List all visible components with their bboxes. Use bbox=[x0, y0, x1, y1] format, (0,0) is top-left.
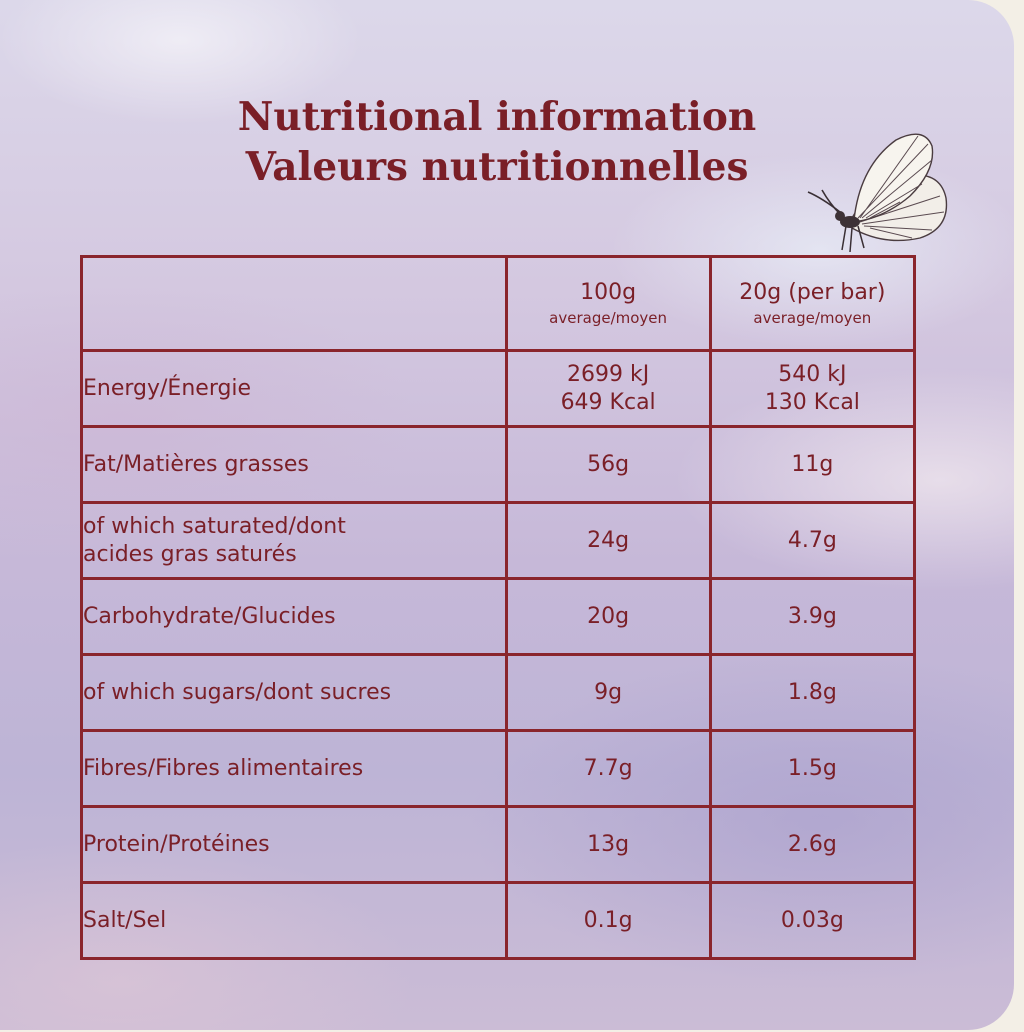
value-per-bar: 540 kJ 130 Kcal bbox=[708, 349, 917, 428]
page-title: Nutritional information bbox=[237, 94, 757, 140]
value-per-bar: 11g bbox=[708, 425, 917, 504]
butterfly-icon bbox=[807, 133, 948, 253]
value-per-100g: 9g bbox=[504, 653, 712, 732]
table-row: Carbohydrate/Glucides 20g 3.9g bbox=[80, 577, 917, 656]
header-cell-empty bbox=[80, 255, 508, 352]
value-per-bar: 4.7g bbox=[708, 501, 917, 580]
value-per-bar: 1.8g bbox=[708, 653, 917, 732]
nutrition-table: 100g average/moyen 20g (per bar) average… bbox=[80, 255, 917, 960]
header-sub-label: average/moyen bbox=[753, 308, 872, 327]
table-row: Protein/Protéines 13g 2.6g bbox=[80, 805, 917, 884]
table-row: Fat/Matières grasses 56g 11g bbox=[80, 425, 917, 504]
row-label: Carbohydrate/Glucides bbox=[80, 577, 508, 656]
value-per-100g: 56g bbox=[504, 425, 712, 504]
value-per-100g: 20g bbox=[504, 577, 712, 656]
row-label: Fibres/Fibres alimentaires bbox=[80, 729, 508, 808]
header-cell-per-bar: 20g (per bar) average/moyen bbox=[708, 255, 917, 352]
table-row: Fibres/Fibres alimentaires 7.7g 1.5g bbox=[80, 729, 917, 808]
value-per-bar: 3.9g bbox=[708, 577, 917, 656]
header-sub-label: average/moyen bbox=[549, 308, 668, 327]
row-label: of which sugars/dont sucres bbox=[80, 653, 508, 732]
value-per-100g: 13g bbox=[504, 805, 712, 884]
row-label: Salt/Sel bbox=[80, 881, 508, 960]
header-main-label: 20g (per bar) bbox=[739, 279, 886, 305]
row-label: Protein/Protéines bbox=[80, 805, 508, 884]
header-main-label: 100g bbox=[580, 279, 637, 305]
table-row: Salt/Sel 0.1g 0.03g bbox=[80, 881, 917, 960]
page-subtitle: Valeurs nutritionnelles bbox=[245, 144, 749, 190]
value-per-bar: 2.6g bbox=[708, 805, 917, 884]
row-label: of which saturated/dont acides gras satu… bbox=[80, 501, 508, 580]
table-row: of which sugars/dont sucres 9g 1.8g bbox=[80, 653, 917, 732]
value-per-100g: 0.1g bbox=[504, 881, 712, 960]
table-row: Energy/Énergie 2699 kJ 649 Kcal 540 kJ 1… bbox=[80, 349, 917, 428]
value-per-100g: 7.7g bbox=[504, 729, 712, 808]
header-cell-100g: 100g average/moyen bbox=[504, 255, 712, 352]
row-label: Energy/Énergie bbox=[80, 349, 508, 428]
value-per-100g: 2699 kJ 649 Kcal bbox=[504, 349, 712, 428]
value-per-bar: 0.03g bbox=[708, 881, 917, 960]
value-per-100g: 24g bbox=[504, 501, 712, 580]
table-header-row: 100g average/moyen 20g (per bar) average… bbox=[80, 255, 917, 352]
value-per-bar: 1.5g bbox=[708, 729, 917, 808]
row-label: Fat/Matières grasses bbox=[80, 425, 508, 504]
table-row: of which saturated/dont acides gras satu… bbox=[80, 501, 917, 580]
